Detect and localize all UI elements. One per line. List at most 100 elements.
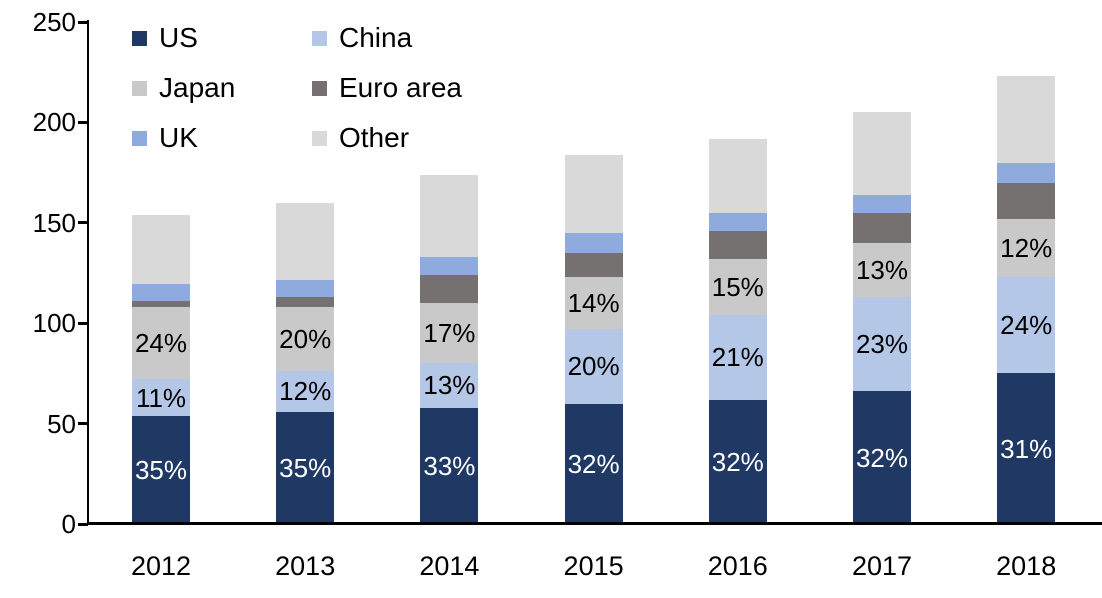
bar-segment-japan: 14% [564, 277, 623, 330]
bar-segment-china: 12% [276, 371, 335, 412]
bar-segment-china: 20% [564, 329, 623, 404]
legend-swatch [312, 130, 327, 146]
legend-label: Japan [159, 72, 236, 103]
x-axis-label: 2018 [996, 551, 1057, 581]
bar-segment-uk [276, 280, 335, 298]
bar-segment-uk [853, 194, 911, 213]
segment-label: 21% [711, 342, 764, 373]
bar-2012: 35% 11% 24% [132, 214, 190, 524]
x-axis-label: 2016 [707, 551, 768, 581]
bar-segment-china: 11% [132, 379, 190, 416]
y-tick-label: 0 [61, 509, 76, 539]
bar-segment-japan: 12% [997, 218, 1056, 278]
y-axis-line [87, 20, 89, 525]
bar-segment-japan: 17% [420, 303, 479, 364]
segment-label: 13% [423, 370, 476, 401]
segment-label: 24% [134, 328, 188, 359]
x-axis-label: 2013 [275, 551, 336, 581]
segment-label: 32% [855, 442, 909, 473]
bar-segment-euro-area [564, 252, 623, 278]
legend-label: UK [159, 122, 198, 153]
bar-segment-us: 35% [132, 415, 190, 524]
segment-label: 15% [711, 272, 764, 303]
segment-label: 31% [1000, 433, 1053, 464]
bar-segment-euro-area [420, 275, 479, 304]
x-axis-label: 2017 [851, 551, 913, 581]
bar-segment-japan: 15% [708, 258, 767, 316]
bar-segment-other [276, 202, 335, 281]
y-tick-mark [78, 221, 88, 225]
bar-2018: 31% 24% 12% [997, 76, 1056, 524]
bar-2013: 35% 12% 20% [276, 202, 335, 524]
bar-segment-uk [708, 212, 767, 231]
bar-segment-uk [564, 232, 623, 253]
bar-segment-other [708, 138, 767, 213]
legend-swatch [312, 80, 327, 96]
segment-label: 33% [423, 450, 476, 481]
bar-2014: 33% 13% 17% [420, 174, 479, 524]
legend-label: China [339, 22, 413, 53]
bar-segment-china: 24% [997, 277, 1056, 374]
segment-label: 32% [567, 448, 620, 479]
bar-segment-uk [420, 256, 479, 276]
y-tick-label: 200 [32, 107, 76, 138]
y-tick-label: 50 [47, 408, 76, 439]
y-tick-mark [78, 321, 88, 325]
bar-segment-us: 32% [853, 391, 911, 524]
segment-label: 20% [567, 351, 620, 382]
segment-label: 35% [134, 454, 188, 485]
bar-segment-us: 32% [564, 403, 623, 524]
bar-segment-other [420, 174, 479, 257]
legend-label: US [159, 22, 198, 53]
segment-label: 13% [855, 255, 909, 285]
bar-segment-other [564, 154, 623, 233]
segment-label: 17% [423, 318, 476, 349]
y-tick-label: 150 [32, 207, 76, 238]
bar-2016: 32% 21% 15% [708, 138, 767, 524]
bar-2017: 32% 23% 13% [853, 112, 911, 524]
bar-segment-euro-area [997, 182, 1056, 219]
y-tick-label: 250 [32, 7, 76, 37]
bar-segment-euro-area [276, 297, 335, 308]
y-tick-label: 100 [32, 308, 76, 339]
legend-swatch [132, 130, 147, 146]
bar-segment-us: 31% [997, 373, 1056, 524]
segment-label: 23% [855, 329, 909, 360]
segment-label: 12% [279, 376, 332, 407]
x-axis-label: 2015 [563, 551, 624, 581]
legend-swatch [132, 80, 147, 96]
bar-segment-us: 32% [708, 399, 767, 524]
bar-2015: 32% 20% 14% [564, 154, 623, 524]
legend-item-uk: UK [132, 124, 198, 152]
x-axis-label: 2014 [419, 551, 480, 581]
segment-label: 14% [567, 288, 620, 319]
bar-segment-euro-area [708, 230, 767, 259]
segment-label: 20% [279, 324, 332, 355]
legend-label: Other [339, 122, 410, 153]
legend-item-china: China [312, 24, 412, 52]
bar-segment-china: 23% [853, 297, 911, 392]
segment-label: 32% [711, 446, 764, 477]
bar-segment-us: 35% [276, 411, 335, 524]
y-tick-mark [78, 522, 88, 526]
bar-segment-japan: 24% [132, 307, 190, 380]
y-tick-mark [78, 20, 88, 24]
bar-segment-china: 21% [708, 315, 767, 400]
bar-segment-japan: 20% [276, 307, 335, 372]
bar-segment-other [853, 112, 911, 195]
y-tick-mark [78, 422, 88, 426]
bar-segment-other [997, 76, 1056, 163]
legend-swatch [312, 30, 327, 46]
bar-segment-uk [997, 162, 1056, 183]
bar-segment-us: 33% [420, 407, 479, 524]
bar-segment-euro-area [132, 301, 190, 308]
segment-label: 24% [1000, 310, 1053, 341]
legend-item-euro-area: Euro area [312, 74, 462, 102]
y-tick-mark [78, 120, 88, 124]
legend-swatch [132, 30, 147, 46]
legend-item-japan: Japan [132, 74, 235, 102]
bar-segment-uk [132, 284, 190, 302]
bar-segment-other [132, 214, 190, 285]
segment-label: 35% [279, 452, 332, 483]
